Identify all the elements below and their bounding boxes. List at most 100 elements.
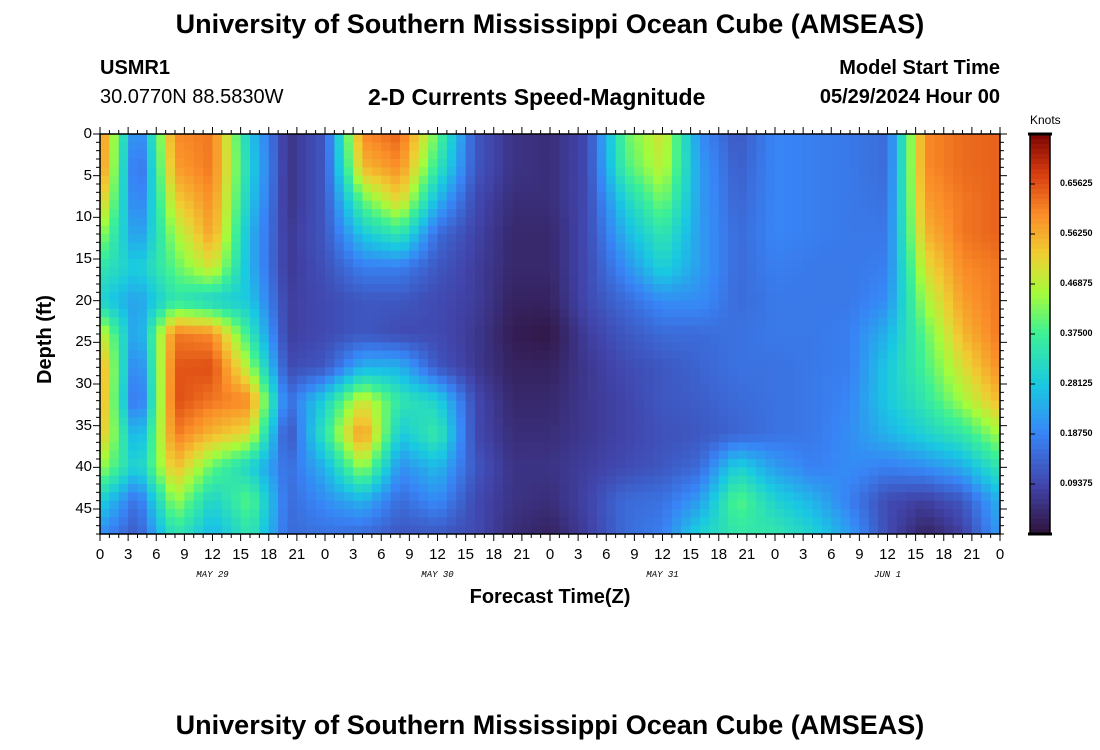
heatmap-cell bbox=[343, 359, 354, 368]
heatmap-cell bbox=[643, 509, 654, 518]
heatmap-cell bbox=[662, 250, 673, 260]
heatmap-cell bbox=[475, 209, 485, 218]
heatmap-cell bbox=[353, 467, 364, 477]
heatmap-cell bbox=[906, 267, 917, 277]
heatmap-cell bbox=[934, 209, 945, 218]
heatmap-cell bbox=[709, 292, 720, 302]
heatmap-cell bbox=[512, 317, 523, 327]
heatmap-cell bbox=[446, 334, 457, 343]
heatmap-cell bbox=[878, 284, 889, 293]
heatmap-cell bbox=[868, 350, 879, 360]
heatmap-cell bbox=[334, 192, 345, 202]
heatmap-cell bbox=[746, 350, 757, 360]
heatmap-cell bbox=[775, 359, 785, 368]
heatmap-cell bbox=[831, 392, 842, 402]
heatmap-cell bbox=[465, 225, 476, 235]
heatmap-cell bbox=[146, 450, 157, 460]
heatmap-cell bbox=[981, 434, 992, 443]
heatmap-cell bbox=[887, 200, 898, 210]
heatmap-cell bbox=[240, 375, 251, 385]
heatmap-cell bbox=[728, 284, 739, 293]
heatmap-cell bbox=[943, 409, 954, 418]
heatmap-cell bbox=[128, 484, 139, 493]
heatmap-cell bbox=[821, 325, 832, 335]
heatmap-cell bbox=[203, 300, 214, 310]
heatmap-cell bbox=[634, 450, 645, 460]
heatmap-cell bbox=[456, 200, 467, 210]
heatmap-cell bbox=[221, 234, 232, 243]
heatmap-cell bbox=[212, 142, 223, 152]
heatmap-cell bbox=[334, 267, 345, 277]
heatmap-cell bbox=[709, 209, 720, 218]
heatmap-cell bbox=[896, 475, 907, 485]
heatmap-cell bbox=[737, 292, 748, 302]
heatmap-cell bbox=[831, 342, 842, 352]
heatmap-cell bbox=[118, 400, 129, 410]
colorbar-swatch bbox=[1030, 174, 1050, 180]
heatmap-cell bbox=[390, 350, 401, 360]
heatmap-cell bbox=[662, 200, 673, 210]
heatmap-cell bbox=[137, 250, 148, 260]
heatmap-cell bbox=[100, 342, 110, 352]
heatmap-cell bbox=[240, 525, 251, 534]
heatmap-cell bbox=[268, 167, 279, 177]
heatmap-cell bbox=[165, 509, 176, 518]
heatmap-cell bbox=[334, 417, 345, 427]
heatmap-cell bbox=[381, 417, 392, 427]
heatmap-cell bbox=[981, 242, 992, 252]
heatmap-cell bbox=[287, 509, 298, 518]
heatmap-cell bbox=[278, 275, 289, 285]
heatmap-cell bbox=[971, 300, 982, 310]
heatmap-cell bbox=[278, 450, 289, 460]
heatmap-cell bbox=[137, 175, 148, 185]
heatmap-cell bbox=[746, 500, 757, 510]
heatmap-cell bbox=[643, 400, 654, 410]
heatmap-cell bbox=[896, 525, 907, 534]
heatmap-cell bbox=[418, 367, 429, 377]
heatmap-cell bbox=[400, 342, 410, 352]
heatmap-cell bbox=[550, 425, 560, 435]
heatmap-cell bbox=[550, 200, 560, 210]
heatmap-cell bbox=[240, 425, 251, 435]
heatmap-cell bbox=[634, 242, 645, 252]
heatmap-cell bbox=[953, 159, 964, 168]
heatmap-cell bbox=[831, 159, 842, 168]
heatmap-cell bbox=[625, 417, 635, 427]
heatmap-cell bbox=[709, 134, 720, 143]
heatmap-cell bbox=[756, 250, 767, 260]
heatmap-cell bbox=[906, 234, 917, 243]
heatmap-cell bbox=[437, 175, 448, 185]
heatmap-cell bbox=[578, 217, 589, 227]
heatmap-cell bbox=[278, 242, 289, 252]
heatmap-cell bbox=[737, 525, 748, 534]
heatmap-cell bbox=[737, 309, 748, 318]
heatmap-cell bbox=[306, 517, 317, 527]
heatmap-cell bbox=[859, 325, 870, 335]
heatmap-cell bbox=[503, 509, 514, 518]
heatmap-cell bbox=[831, 467, 842, 477]
heatmap-cell bbox=[493, 459, 504, 468]
heatmap-cell bbox=[690, 500, 701, 510]
heatmap-cell bbox=[681, 250, 692, 260]
heatmap-cell bbox=[803, 292, 814, 302]
heatmap-cell bbox=[784, 309, 795, 318]
heatmap-cell bbox=[812, 334, 823, 343]
heatmap-cell bbox=[746, 309, 757, 318]
heatmap-cell bbox=[484, 459, 495, 468]
heatmap-cell bbox=[278, 175, 289, 185]
heatmap-cell bbox=[681, 325, 692, 335]
heatmap-cell bbox=[803, 375, 814, 385]
heatmap-cell bbox=[212, 467, 223, 477]
heatmap-cell bbox=[812, 342, 823, 352]
heatmap-cell bbox=[671, 342, 682, 352]
heatmap-cell bbox=[550, 375, 560, 385]
heatmap-cell bbox=[465, 334, 476, 343]
heatmap-cell bbox=[718, 200, 729, 210]
heatmap-cell bbox=[559, 492, 570, 502]
heatmap-cell bbox=[250, 134, 260, 143]
heatmap-cell bbox=[221, 284, 232, 293]
heatmap-cell bbox=[765, 392, 776, 402]
heatmap-cell bbox=[521, 167, 532, 177]
heatmap-cell bbox=[390, 200, 401, 210]
heatmap-cell bbox=[503, 467, 514, 477]
